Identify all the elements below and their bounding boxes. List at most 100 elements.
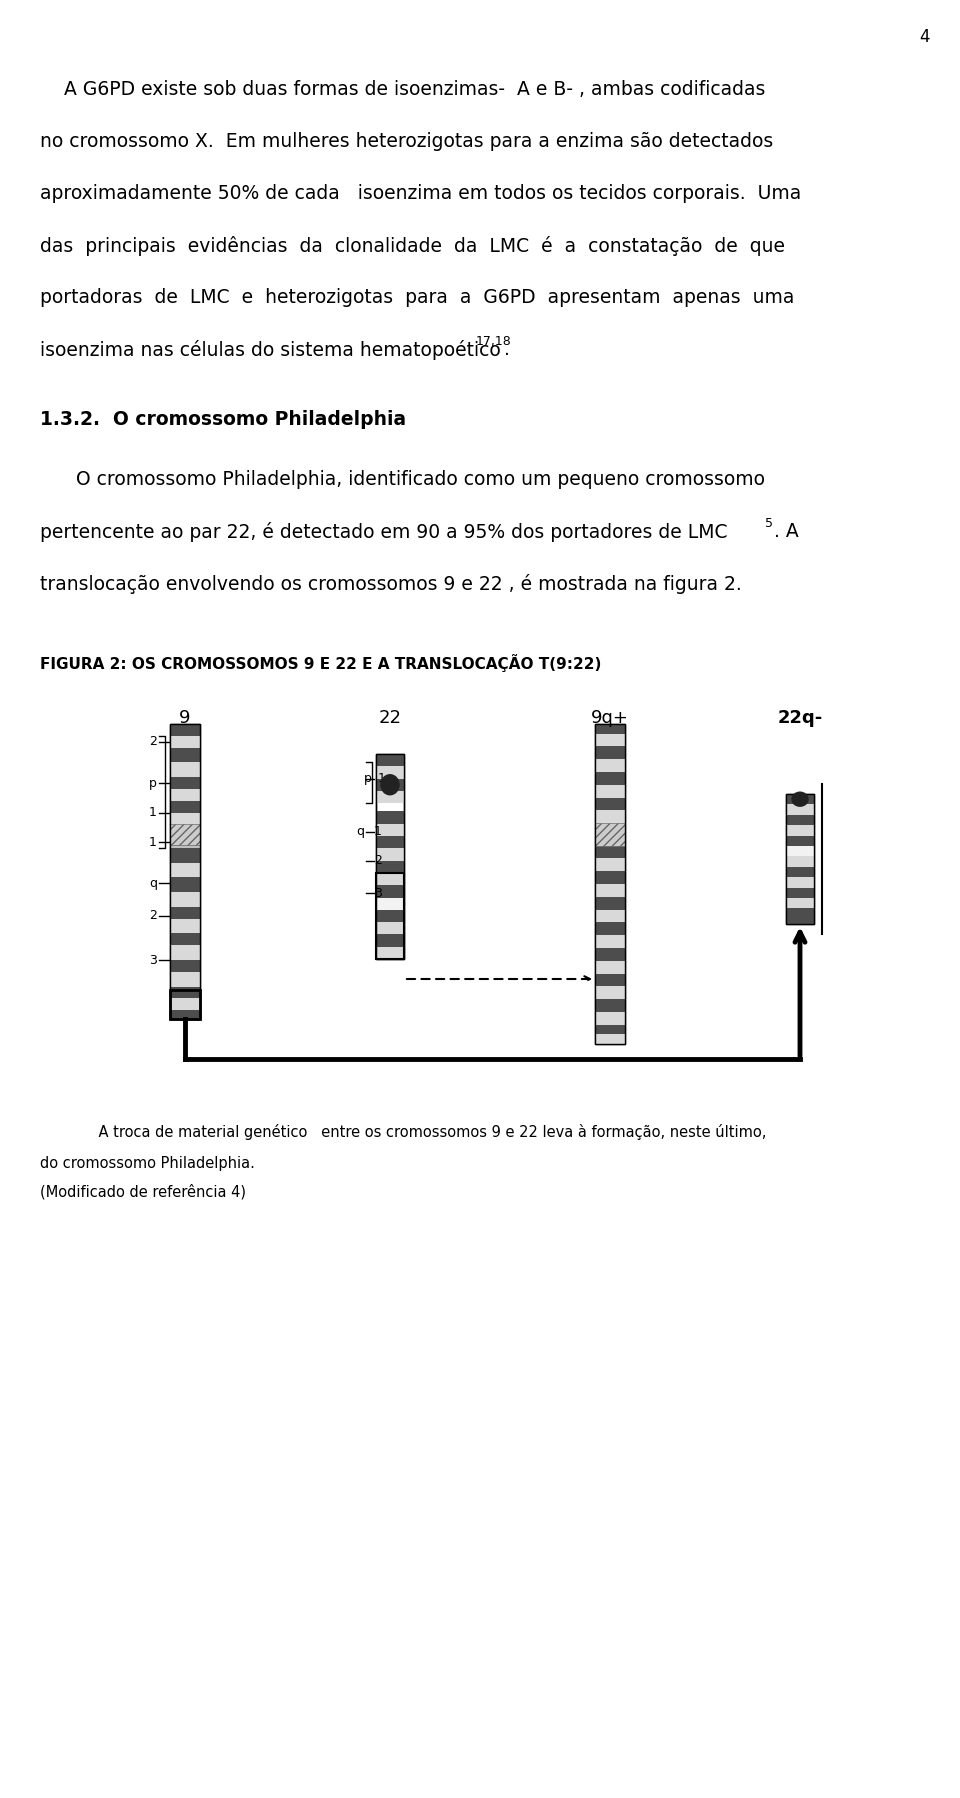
- Bar: [786, 804, 814, 814]
- Text: 9: 9: [180, 708, 191, 726]
- Bar: [595, 746, 625, 759]
- Bar: [170, 987, 200, 998]
- Text: das  principais  evidências  da  clonalidade  da  LMC  é  a  constatação  de  qu: das principais evidências da clonalidade…: [40, 236, 785, 255]
- Bar: [170, 813, 200, 823]
- Bar: [595, 823, 625, 845]
- Bar: [170, 725, 200, 735]
- Bar: [376, 948, 404, 958]
- Text: p: p: [364, 771, 372, 786]
- Text: 22q-: 22q-: [778, 708, 823, 726]
- Text: q: q: [149, 877, 157, 890]
- Bar: [595, 725, 625, 1045]
- Bar: [595, 759, 625, 771]
- Bar: [786, 867, 814, 877]
- Bar: [170, 892, 200, 906]
- Bar: [786, 888, 814, 897]
- Bar: [595, 771, 625, 784]
- Text: 1.3.2.  O cromossomo Philadelphia: 1.3.2. O cromossomo Philadelphia: [40, 410, 406, 430]
- Bar: [595, 823, 625, 845]
- Bar: [786, 795, 814, 924]
- Bar: [170, 725, 200, 1019]
- Bar: [595, 811, 625, 823]
- Bar: [170, 933, 200, 946]
- Text: 9q+: 9q+: [591, 708, 629, 726]
- Bar: [376, 753, 404, 958]
- Bar: [595, 872, 625, 885]
- Bar: [786, 795, 814, 804]
- Bar: [376, 885, 404, 897]
- Bar: [595, 1000, 625, 1012]
- Bar: [376, 935, 404, 948]
- Bar: [376, 791, 404, 804]
- Bar: [786, 877, 814, 888]
- Bar: [170, 827, 200, 849]
- Bar: [376, 849, 404, 861]
- Bar: [595, 798, 625, 811]
- Bar: [595, 1025, 625, 1034]
- Text: translocação envolvendo os cromossomos 9 e 22 , é mostrada na figura 2.: translocação envolvendo os cromossomos 9…: [40, 574, 742, 593]
- Bar: [170, 877, 200, 892]
- Ellipse shape: [792, 793, 808, 806]
- Bar: [376, 766, 404, 779]
- Text: 22: 22: [378, 708, 401, 726]
- Bar: [170, 823, 200, 845]
- Bar: [595, 960, 625, 973]
- Bar: [376, 823, 404, 836]
- Bar: [595, 885, 625, 897]
- Bar: [595, 845, 625, 858]
- Text: FIGURA 2: OS CROMOSSOMOS 9 E 22 E A TRANSLOCAÇÃO T(9:22): FIGURA 2: OS CROMOSSOMOS 9 E 22 E A TRAN…: [40, 654, 601, 672]
- Bar: [595, 910, 625, 922]
- Bar: [595, 858, 625, 872]
- Text: 1: 1: [374, 771, 386, 786]
- Bar: [170, 800, 200, 813]
- Bar: [595, 948, 625, 960]
- Text: q: q: [356, 825, 364, 838]
- Text: A G6PD existe sob duas formas de isoenzimas-  A e B- , ambas codificadas: A G6PD existe sob duas formas de isoenzi…: [40, 79, 765, 99]
- Bar: [170, 1010, 200, 1019]
- Bar: [595, 734, 625, 746]
- Text: do cromossomo Philadelphia.: do cromossomo Philadelphia.: [40, 1156, 254, 1170]
- Bar: [170, 823, 200, 845]
- Text: isoenzima nas células do sistema hematopoético: isoenzima nas células do sistema hematop…: [40, 340, 501, 360]
- Text: 2: 2: [374, 854, 382, 867]
- Bar: [170, 725, 200, 1019]
- Bar: [786, 856, 814, 867]
- Bar: [170, 735, 200, 748]
- Bar: [170, 789, 200, 800]
- Bar: [786, 908, 814, 924]
- Bar: [170, 960, 200, 971]
- Bar: [376, 872, 404, 885]
- Text: no cromossomo X.  Em mulheres heterozigotas para a enzima são detectados: no cromossomo X. Em mulheres heterozigot…: [40, 131, 773, 151]
- Bar: [376, 922, 404, 935]
- Text: 4: 4: [920, 29, 930, 47]
- Text: 1: 1: [149, 806, 157, 820]
- Bar: [595, 922, 625, 935]
- Text: . A: . A: [774, 521, 799, 541]
- Text: 5: 5: [765, 518, 773, 530]
- Bar: [595, 935, 625, 948]
- Bar: [170, 863, 200, 877]
- Bar: [786, 825, 814, 836]
- Bar: [170, 762, 200, 777]
- Bar: [170, 998, 200, 1010]
- Bar: [170, 919, 200, 933]
- Bar: [595, 987, 625, 1000]
- Text: 3: 3: [149, 953, 157, 967]
- Bar: [595, 1012, 625, 1025]
- Text: pertencente ao par 22, é detectado em 90 a 95% dos portadores de LMC: pertencente ao par 22, é detectado em 90…: [40, 521, 728, 541]
- Bar: [376, 872, 404, 958]
- Bar: [376, 811, 404, 823]
- Text: A troca de material genético   entre os cromossomos 9 e 22 leva à formação, nest: A troca de material genético entre os cr…: [80, 1124, 766, 1140]
- Bar: [170, 849, 200, 863]
- Bar: [170, 777, 200, 789]
- Text: 3: 3: [374, 886, 382, 901]
- Bar: [595, 973, 625, 987]
- Bar: [595, 784, 625, 798]
- Ellipse shape: [381, 775, 399, 795]
- Bar: [170, 748, 200, 762]
- Bar: [376, 753, 404, 766]
- Bar: [786, 897, 814, 908]
- Text: 2: 2: [149, 910, 157, 922]
- Bar: [170, 946, 200, 960]
- Bar: [595, 897, 625, 910]
